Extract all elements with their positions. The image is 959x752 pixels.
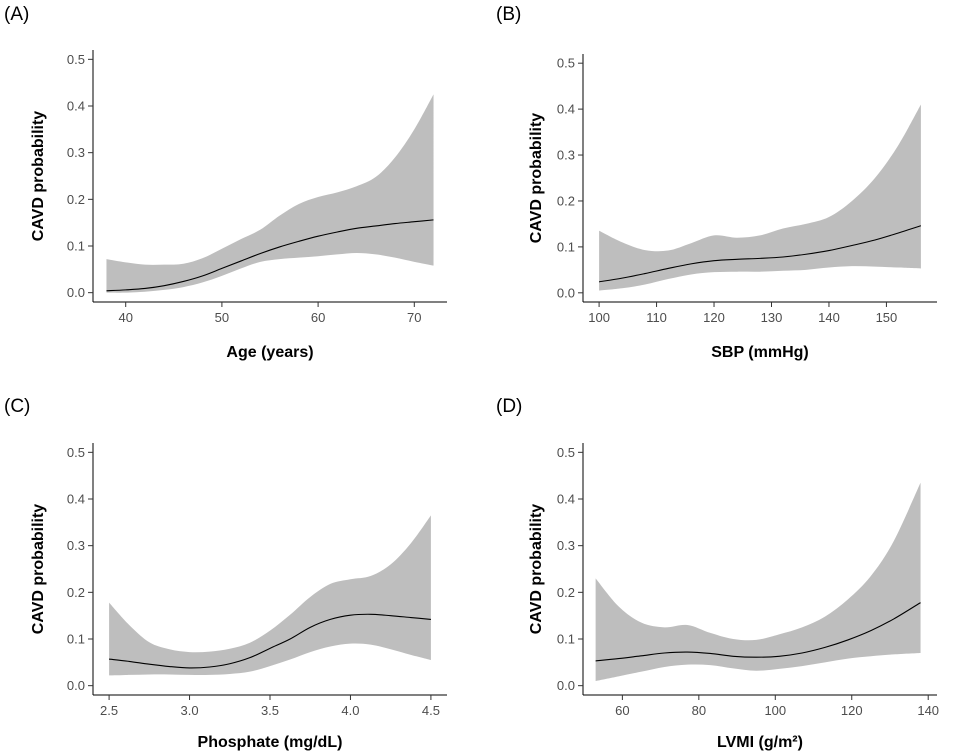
y-tick-label: 0.0 [557,678,575,693]
x-tick-label: 100 [588,310,610,325]
y-tick-label: 0.4 [67,492,85,507]
y-tick-label: 0.2 [557,193,575,208]
y-tick-label: 0.5 [557,445,575,460]
panel-label: (A) [4,4,29,25]
y-tick-label: 0.4 [557,492,575,507]
x-tick-label: 70 [407,310,421,325]
y-tick-label: 0.5 [67,445,85,460]
x-tick-label: 3.0 [181,703,199,718]
x-tick-label: 50 [215,310,229,325]
confidence-band [106,94,434,293]
y-axis-label: CAVD probability [30,111,47,241]
x-tick-label: 120 [841,703,863,718]
x-tick-label: 4.5 [422,703,440,718]
x-tick-label: 120 [703,310,725,325]
y-tick-label: 0.1 [557,632,575,647]
fitted-curve [595,602,921,662]
x-axis-label: Phosphate (mg/dL) [198,734,343,751]
x-tick-label: 4.0 [341,703,359,718]
x-axis-label: LVMI (g/m²) [717,734,803,751]
x-tick-label: 3.5 [261,703,279,718]
panel-b: (B) CAVD probability SBP (mmHg) 0.0 0.1 0.… [496,4,937,361]
x-tick-label: 60 [311,310,325,325]
y-tick-label: 0.0 [557,285,575,300]
fitted-curve [106,219,434,292]
y-tick-label: 0.0 [67,678,85,693]
y-tick-label: 0.3 [67,145,85,160]
y-tick-label: 0.0 [67,285,85,300]
y-tick-label: 0.5 [557,56,575,71]
y-tick-label: 0.2 [67,192,85,207]
panel-c: (C) CAVD probability Phosphate (mg/dL) 0… [4,396,447,751]
y-tick-label: 0.1 [67,632,85,647]
x-tick-label: 130 [761,310,783,325]
x-tick-label: 100 [764,703,786,718]
y-tick-label: 0.4 [557,102,575,117]
x-tick-label: 150 [876,310,898,325]
panel-label: (D) [496,396,522,417]
confidence-band [595,482,921,681]
panel-a: (A) CAVD probability Age (years) 0.0 0.1 0… [4,4,447,361]
fitted-curve [109,613,431,669]
panel-label: (C) [4,396,30,417]
x-tick-label: 110 [646,310,667,325]
x-axis-label: Age (years) [226,344,313,361]
y-axis-label: CAVD probability [528,504,545,634]
y-tick-label: 0.2 [67,585,85,600]
confidence-band [599,104,921,291]
y-tick-label: 0.3 [557,538,575,553]
x-axis-label: SBP (mmHg) [711,344,809,361]
x-tick-label: 140 [917,703,939,718]
confidence-band [109,515,431,676]
x-tick-label: 140 [818,310,840,325]
y-axis-label: CAVD probability [30,504,47,634]
y-tick-label: 0.2 [557,585,575,600]
y-tick-label: 0.3 [67,538,85,553]
x-tick-label: 60 [615,703,629,718]
y-tick-label: 0.1 [67,239,85,254]
panel-d: (D) CAVD probability LVMI (g/m²) 0.0 0.1 0… [496,396,939,751]
panel-label: (B) [496,4,521,25]
fitted-curve [599,225,922,283]
y-tick-label: 0.1 [557,239,575,254]
y-tick-label: 0.4 [67,99,85,114]
y-tick-label: 0.3 [557,148,575,163]
y-axis-label: CAVD probability [528,113,545,243]
x-tick-label: 40 [118,310,132,325]
x-tick-label: 2.5 [100,703,118,718]
y-tick-label: 0.5 [67,52,85,67]
x-tick-label: 80 [692,703,706,718]
